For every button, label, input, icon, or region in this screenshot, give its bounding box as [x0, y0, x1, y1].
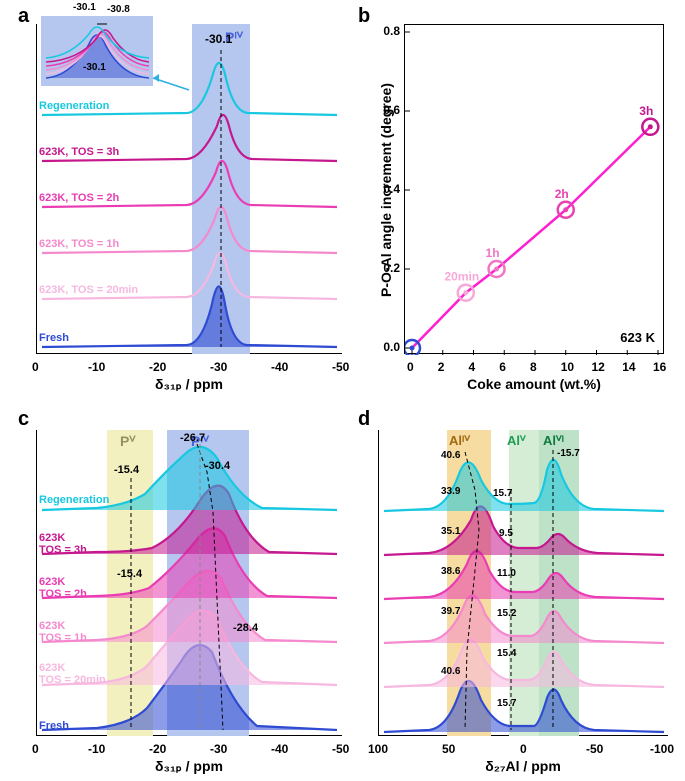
tick-ax-1: -10	[88, 360, 105, 374]
tick-ax-3: -30	[210, 360, 227, 374]
trace-a-2h: 623K, TOS = 2h	[39, 192, 119, 204]
tick-ax-4: -40	[271, 360, 288, 374]
trace-a-regen: Regeneration	[39, 100, 109, 112]
pd4: 38.6	[441, 566, 460, 577]
svg-text:1h: 1h	[486, 246, 500, 260]
plot-d: Alᴵⱽ Alⱽ Alⱽᴵ 40.6 33.9 35.1 38.6 39.7 4…	[378, 430, 668, 736]
trace-c-2h: 623K TOS = 2h	[39, 576, 87, 600]
peak-c3: -28.4	[233, 622, 258, 634]
pd7: 15.7	[493, 488, 512, 499]
pd5: 39.7	[441, 606, 460, 617]
panel-b: 0 min20min1h2h3h 623 K Coke amount (wt.%…	[404, 24, 664, 354]
svg-text:2h: 2h	[555, 187, 569, 201]
tick-bx-6: 12	[592, 360, 605, 374]
panel-d: Alᴵⱽ Alⱽ Alⱽᴵ 40.6 33.9 35.1 38.6 39.7 4…	[378, 430, 668, 736]
trace-c-3h: 623K TOS = 3h	[39, 532, 87, 556]
tick-dx-1: 50	[442, 742, 455, 756]
panel-a-label: a	[18, 5, 29, 28]
panel-a: Pᴵⱽ -30.1 Fresh 623K, TOS = 20min 623K,	[36, 24, 342, 354]
tick-bx-8: 16	[653, 360, 666, 374]
pd2: 33.9	[441, 486, 460, 497]
inset-a: -30.1 -30.8 -30.1	[41, 16, 153, 86]
tick-bx-3: 6	[499, 360, 506, 374]
trace-a-3h: 623K, TOS = 3h	[39, 146, 119, 158]
pd6: 40.6	[441, 666, 460, 677]
peak-c1b: -15.4	[117, 568, 142, 580]
tick-by-0: 0.0	[378, 340, 400, 354]
peak-c2: -26.7	[180, 432, 205, 444]
tick-dx-3: -50	[586, 742, 603, 756]
pd3: 35.1	[441, 526, 460, 537]
tick-bx-2: 4	[469, 360, 476, 374]
inset-peak2: -30.8	[107, 4, 130, 15]
tick-by-3: 0.6	[378, 103, 400, 117]
panel-c: Pⱽ Pᴵⱽ -15.4 -26.7 -30.4 -15.4 -28.4 Fre	[36, 430, 342, 736]
tick-ax-2: -20	[149, 360, 166, 374]
tick-dx-2: 0	[520, 742, 527, 756]
tick-bx-7: 14	[622, 360, 635, 374]
xlabel-d: δ₂₇Al / ppm	[378, 758, 668, 774]
peak-c4: -30.4	[205, 460, 230, 472]
tick-bx-5: 10	[561, 360, 574, 374]
pd12: 15.7	[497, 698, 516, 709]
trace-a-1h: 623K, TOS = 1h	[39, 238, 119, 250]
svg-b: 0 min 20min 1h 2h 3h	[405, 25, 665, 355]
trace-c-fresh: Fresh	[39, 720, 69, 732]
panel-b-label: b	[358, 5, 370, 28]
pd13: -15.7	[557, 448, 580, 459]
trace-c-20min: 623K TOS = 20min	[39, 662, 106, 686]
xlabel-c: δ₃₁ₚ / ppm	[36, 758, 342, 775]
inset-svg	[41, 16, 153, 86]
tick-dx-0: 100	[368, 742, 388, 756]
pd1: 40.6	[441, 450, 460, 461]
tick-ax-0: 0	[32, 360, 39, 374]
tick-cx-5: -50	[332, 742, 349, 756]
tick-by-1: 0.2	[378, 261, 400, 275]
svg-text:20min: 20min	[444, 270, 479, 284]
xlabel-a: δ₃₁ₚ / ppm	[36, 376, 342, 393]
plot-b: 0 min 20min 1h 2h 3h 623 K	[404, 24, 664, 354]
tick-cx-0: 0	[32, 742, 39, 756]
tick-ax-5: -50	[332, 360, 349, 374]
tick-dx-4: -100	[650, 742, 674, 756]
inset-peak3: -30.1	[83, 62, 106, 73]
trace-c-regen: Regeneration	[39, 494, 109, 506]
pd8: 9.5	[499, 528, 513, 539]
tick-cx-1: -10	[88, 742, 105, 756]
pd11: 15.4	[497, 648, 516, 659]
pd9: 11.0	[497, 568, 516, 579]
peak-c1: -15.4	[114, 464, 139, 476]
inset-peak1: -30.1	[73, 2, 96, 13]
xlabel-b: Coke amount (wt.%)	[404, 376, 664, 392]
traces-d-svg	[379, 430, 669, 736]
panel-c-label: c	[18, 408, 29, 431]
svg-text:3h: 3h	[639, 104, 653, 118]
trace-a-fresh: Fresh	[39, 332, 69, 344]
pd10: 15.2	[497, 608, 516, 619]
peak-a-main: -30.1	[205, 32, 232, 46]
tick-cx-3: -30	[210, 742, 227, 756]
plot-c: Pⱽ Pᴵⱽ -15.4 -26.7 -30.4 -15.4 -28.4 Fre	[36, 430, 342, 736]
tick-cx-4: -40	[271, 742, 288, 756]
plot-a: Pᴵⱽ -30.1 Fresh 623K, TOS = 20min 623K,	[36, 24, 342, 354]
tick-by-4: 0.8	[378, 24, 400, 38]
tick-bx-0: 0	[407, 360, 414, 374]
panel-d-label: d	[358, 408, 370, 431]
svg-text:0 min: 0 min	[418, 353, 449, 355]
temp-label-b: 623 K	[620, 330, 655, 345]
tick-cx-2: -20	[149, 742, 166, 756]
tick-by-2: 0.4	[378, 182, 400, 196]
trace-a-20min: 623K, TOS = 20min	[39, 284, 138, 296]
tick-bx-1: 2	[438, 360, 445, 374]
tick-bx-4: 8	[530, 360, 537, 374]
trace-c-1h: 623K TOS = 1h	[39, 620, 87, 644]
